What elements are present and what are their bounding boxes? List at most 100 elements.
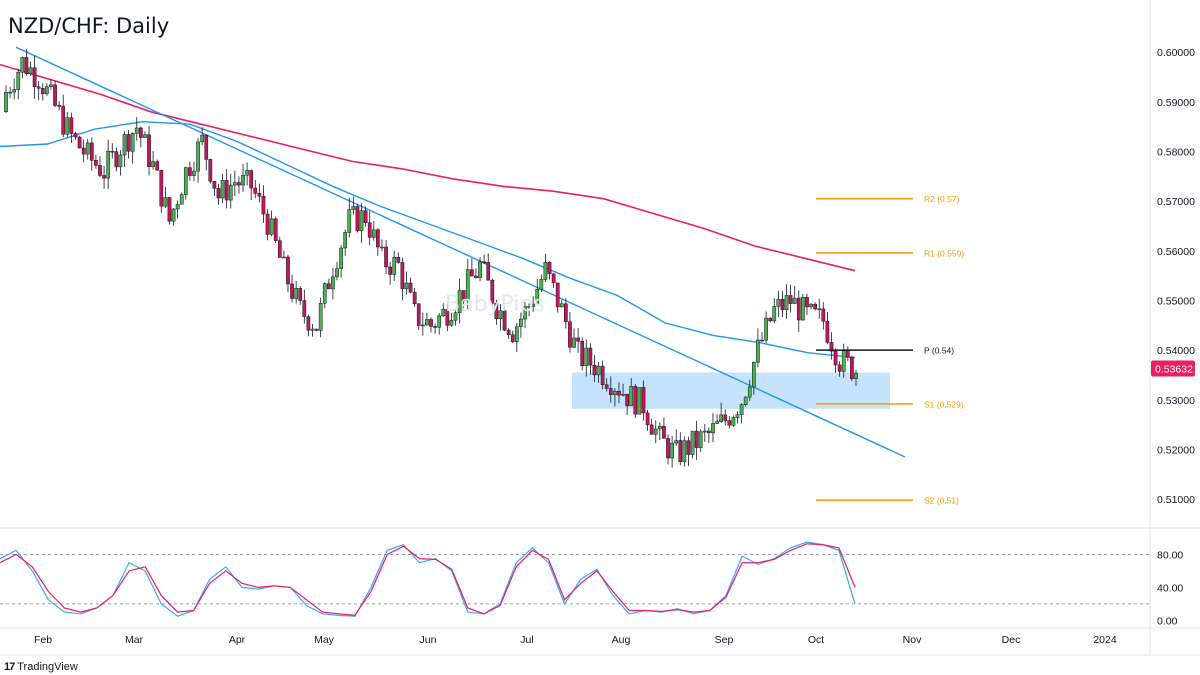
candle-body bbox=[102, 175, 106, 179]
candle-body bbox=[277, 240, 282, 258]
price-tick-label: 0.58000 bbox=[1157, 146, 1195, 158]
candle-body bbox=[584, 347, 589, 366]
price-tick-label: 0.51000 bbox=[1157, 494, 1195, 506]
candle-body bbox=[228, 184, 233, 201]
candle-body bbox=[57, 105, 61, 107]
candle-body bbox=[743, 396, 748, 405]
candle-body bbox=[735, 414, 740, 418]
candle-body bbox=[388, 266, 392, 275]
candle-body bbox=[719, 414, 723, 422]
downtrend-line bbox=[15, 46, 906, 458]
candle-body bbox=[151, 161, 155, 168]
candle-body bbox=[527, 306, 531, 308]
time-tick-label: 2024 bbox=[1093, 634, 1117, 646]
candle-body bbox=[686, 440, 691, 455]
candle-body bbox=[498, 310, 503, 319]
candle-body bbox=[359, 210, 364, 232]
candle-body bbox=[45, 86, 49, 94]
time-tick-label: Jun bbox=[420, 634, 437, 646]
candle-body bbox=[114, 151, 119, 168]
candle-body bbox=[396, 256, 401, 263]
candle-body bbox=[674, 440, 679, 444]
candle-body bbox=[163, 197, 168, 207]
candle-body bbox=[208, 159, 213, 182]
candle-body bbox=[617, 390, 621, 396]
candle-body bbox=[106, 150, 111, 179]
candle-body bbox=[98, 165, 102, 176]
candle-body bbox=[253, 187, 258, 194]
time-tick-label: Sep bbox=[715, 634, 734, 646]
price-tick-label: 0.57000 bbox=[1157, 196, 1195, 208]
candle-body bbox=[4, 91, 8, 113]
candle-body bbox=[514, 326, 519, 343]
candle-body bbox=[682, 440, 687, 462]
candle-body bbox=[306, 316, 311, 331]
candle-body bbox=[621, 393, 625, 396]
candle-body bbox=[625, 393, 630, 407]
candle-body bbox=[465, 269, 470, 301]
candle-body bbox=[747, 386, 752, 398]
candle-body bbox=[380, 246, 384, 249]
candle-body bbox=[318, 302, 323, 331]
time-tick-label: Apr bbox=[229, 634, 246, 646]
candle-body bbox=[61, 105, 66, 135]
candle-body bbox=[564, 303, 568, 322]
candle-body bbox=[837, 364, 842, 372]
candle-body bbox=[314, 328, 319, 331]
candle-body bbox=[698, 431, 703, 448]
candle-body bbox=[192, 170, 196, 176]
candle-body bbox=[408, 282, 413, 293]
candle-body bbox=[694, 430, 699, 448]
candle-body bbox=[249, 170, 254, 189]
candle-body bbox=[592, 364, 597, 376]
candle-body bbox=[24, 57, 29, 74]
candle-body bbox=[629, 386, 634, 407]
current-price-tag bbox=[1151, 360, 1195, 377]
candle-body bbox=[825, 320, 830, 343]
candle-body bbox=[453, 312, 458, 321]
candle-body bbox=[486, 262, 491, 281]
candle-body bbox=[40, 88, 45, 94]
time-tick-label: Jul bbox=[520, 634, 533, 646]
candle-body bbox=[580, 341, 585, 366]
candle-body bbox=[772, 306, 777, 322]
stoch-d-line bbox=[0, 543, 856, 617]
candle-body bbox=[539, 279, 544, 290]
candle-body bbox=[645, 412, 650, 426]
candle-body bbox=[854, 372, 858, 380]
candle-body bbox=[678, 440, 683, 462]
candle-body bbox=[792, 297, 797, 304]
pivot-label: S1 (0.529) bbox=[924, 399, 964, 409]
candle-body bbox=[474, 275, 478, 278]
stoch-k-line bbox=[0, 541, 856, 617]
candle-body bbox=[559, 303, 564, 308]
candle-body bbox=[363, 210, 368, 223]
candle-body bbox=[171, 208, 176, 222]
candle-body bbox=[126, 134, 131, 152]
candle-body bbox=[134, 127, 139, 134]
time-tick-label: Mar bbox=[125, 634, 144, 646]
price-tick-label: 0.54000 bbox=[1157, 345, 1195, 357]
candle-body bbox=[65, 117, 70, 135]
candle-body bbox=[32, 67, 37, 87]
candle-body bbox=[760, 339, 764, 342]
candle-body bbox=[94, 160, 98, 166]
candle-body bbox=[457, 290, 462, 314]
candle-body bbox=[130, 133, 135, 152]
time-tick-label: May bbox=[314, 634, 335, 646]
candle-body bbox=[416, 303, 421, 326]
brand[interactable]: 17 TradingView bbox=[4, 661, 78, 673]
candle-body bbox=[833, 350, 838, 366]
tradingview-logo-icon: 17 bbox=[4, 661, 15, 673]
candle-body bbox=[784, 295, 789, 311]
candle-body bbox=[322, 283, 327, 304]
time-tick-label: Dec bbox=[1002, 634, 1021, 646]
price-tick-label: 0.52000 bbox=[1157, 445, 1195, 457]
candle-body bbox=[351, 206, 356, 210]
candle-body bbox=[183, 167, 188, 195]
candle-body bbox=[159, 169, 164, 207]
candle-body bbox=[20, 57, 25, 73]
candle-body bbox=[269, 218, 274, 235]
